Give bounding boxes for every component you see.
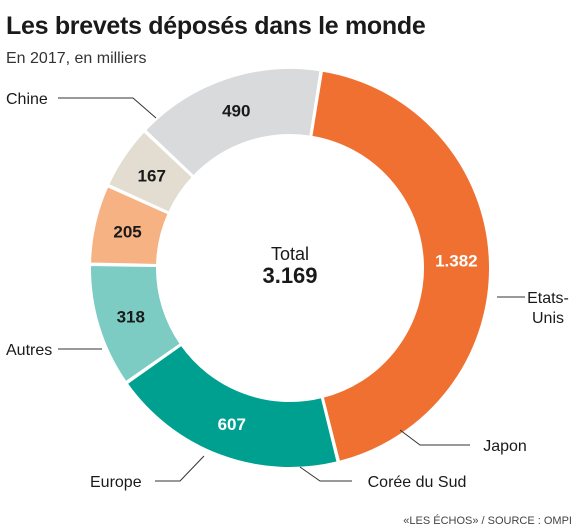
value-label: 490 — [222, 101, 250, 120]
leader-line — [399, 429, 470, 446]
center-value: 3.169 — [262, 263, 317, 288]
category-label: Europe — [90, 474, 142, 491]
value-label: 1.382 — [435, 252, 478, 271]
value-label: 318 — [117, 308, 145, 327]
category-label: Corée du Sud — [368, 474, 467, 491]
slice-corée-du-sud — [89, 184, 170, 266]
slice-japon — [89, 264, 183, 384]
leader-line — [299, 466, 352, 482]
value-label: 607 — [218, 415, 246, 434]
category-label: Chine — [6, 91, 48, 108]
leader-line — [58, 97, 157, 119]
donut-slices — [89, 67, 491, 469]
category-labels: Chine Etats-Unis Japon Corée du Sud Europe Au… — [6, 91, 569, 491]
slice-chine — [310, 69, 491, 464]
leader-lines — [58, 97, 525, 482]
slice-europe — [106, 129, 195, 214]
center-label: Total — [271, 244, 309, 264]
value-label: 167 — [138, 166, 166, 185]
category-label: Etats-Unis — [527, 290, 569, 327]
chart-title: Les brevets déposés dans le monde — [6, 12, 426, 40]
category-label: Autres — [6, 342, 52, 359]
value-label: 205 — [113, 222, 141, 241]
chart-subtitle: En 2017, en milliers — [6, 50, 147, 67]
slice-autres — [143, 67, 322, 178]
value-labels: 1.382 607 318 205 167 490 — [113, 101, 477, 434]
source-note: «LES ÉCHOS» / SOURCE : OMPI — [403, 515, 572, 527]
category-label: Japon — [483, 438, 527, 455]
slice-etats-unis — [125, 343, 339, 469]
leader-line — [155, 455, 205, 482]
